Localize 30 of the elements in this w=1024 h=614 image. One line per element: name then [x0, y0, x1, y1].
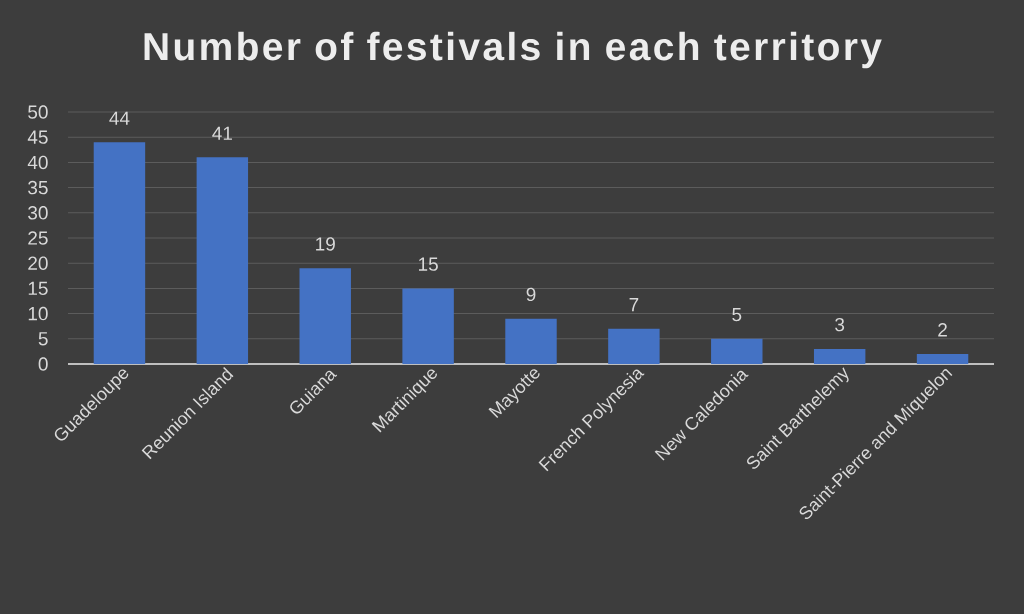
y-tick-label: 15 [28, 281, 48, 296]
bar [93, 142, 146, 364]
bar [608, 328, 660, 364]
y-tick-label: 5 [38, 332, 48, 346]
data-label: 44 [109, 111, 130, 125]
data-label: 5 [732, 308, 742, 322]
data-label: 41 [212, 126, 232, 140]
bar [196, 157, 249, 364]
y-tick-label: 25 [28, 231, 48, 245]
data-label: 7 [629, 298, 639, 312]
y-tick-label: 45 [27, 130, 48, 144]
data-label: 3 [835, 317, 845, 332]
y-tick-label: 35 [28, 180, 48, 195]
data-label: 19 [316, 237, 335, 251]
bar [813, 348, 866, 364]
y-tick-label: 20 [28, 256, 48, 270]
bar [916, 353, 969, 364]
bar [299, 268, 351, 364]
bar [505, 318, 557, 364]
y-tick-label: 40 [27, 155, 48, 170]
data-label: 9 [526, 287, 536, 302]
data-label: 2 [938, 323, 947, 337]
chart-title: Number of festivals in each territory [144, 31, 882, 69]
y-tick-label: 50 [28, 105, 48, 119]
bar [711, 338, 763, 364]
y-tick-label: 30 [28, 206, 48, 220]
y-tick-label: 0 [38, 357, 48, 371]
data-label: 15 [418, 257, 438, 271]
y-tick-label: 10 [28, 306, 48, 321]
bar [402, 288, 454, 364]
